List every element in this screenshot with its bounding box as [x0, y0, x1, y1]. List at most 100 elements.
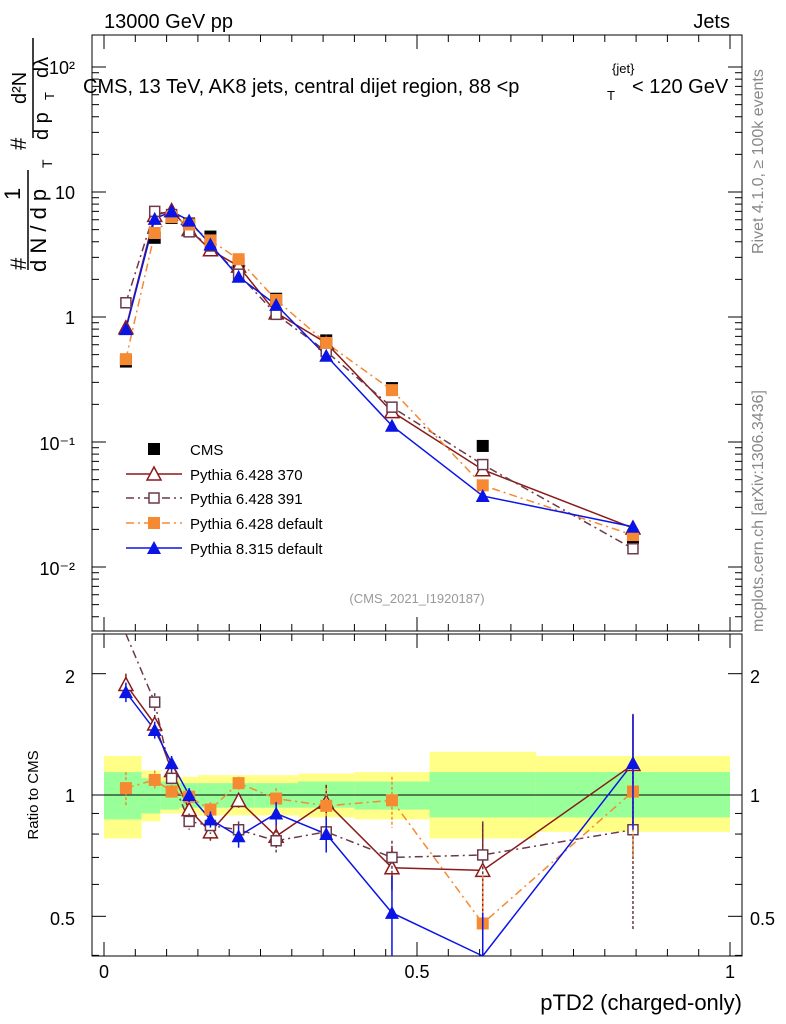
legend-symbol-cms — [148, 443, 160, 455]
main-point-p8def — [118, 322, 133, 336]
main-yaxis-ticks — [92, 66, 742, 618]
legend: CMS Pythia 6.428 370 Pythia 6.428 391 Py… — [126, 442, 323, 558]
cms-data-point — [476, 439, 489, 452]
ratio-point-p8def — [319, 827, 334, 841]
ratio-point-p391 — [148, 696, 161, 708]
ratio-point-p391 — [270, 834, 282, 847]
xtick-label-0: 0 — [99, 962, 109, 982]
ylabel-frac-den-sub: T — [39, 159, 55, 168]
legend-symbol-pythia6-default — [126, 517, 182, 529]
legend-label-cms: CMS — [190, 442, 223, 459]
legend-symbol-pythia8-default — [126, 541, 182, 554]
ratio-point-p6def — [165, 785, 178, 798]
main-ytick-label-1e2: 10² — [49, 58, 75, 78]
legend-marker-p370 — [145, 465, 163, 481]
main-ytick-label-1e-1: 10⁻¹ — [39, 434, 75, 454]
legend-marker-cms — [148, 443, 160, 455]
ratio-ytick-label-2: 2 — [65, 667, 75, 687]
ratio-plot-series — [117, 633, 642, 957]
ratio-point-p8def — [384, 905, 399, 919]
ratio-line-p391 — [125, 633, 634, 859]
main-point-p6def — [119, 353, 132, 366]
ratio-ytick-label-right-1: 1 — [750, 786, 760, 806]
main-point-p6def — [232, 253, 245, 266]
main-point-p391 — [386, 401, 398, 413]
header-right: Jets — [693, 11, 730, 33]
main-point-p8def — [231, 269, 246, 283]
main-yaxis-ticklabels: 10⁻² 10⁻¹ 1 10 10² — [39, 58, 75, 579]
main-plot-series — [117, 202, 642, 555]
main-point-p8def — [182, 213, 197, 227]
cms-band-green — [141, 778, 161, 814]
ratio-point-p8def — [203, 812, 218, 826]
ratio-yaxis-ticklabels: 0.5 1 2 0.5 1 2 — [50, 667, 775, 929]
main-title: CMS, 13 TeV, AK8 jets, central dijet reg… — [83, 61, 729, 103]
main-point-p6def — [320, 336, 333, 349]
ratio-point-p6def — [270, 792, 283, 805]
main-point-p8def — [147, 211, 162, 225]
analysis-id: (CMS_2021_I1920187) — [349, 591, 484, 606]
ratio-point-p6def — [204, 803, 217, 816]
ratio-point-p6def — [119, 782, 132, 795]
legend-label-pythia6-370: Pythia 6.428 370 — [190, 467, 303, 484]
main-ylabel: # 1 d N / d p T # d²N d p T dλ — [0, 38, 57, 272]
ratio-point-p391 — [386, 851, 398, 864]
xaxis-label: pTD2 (charged-only) — [540, 990, 742, 1015]
main-point-p8def — [203, 237, 218, 251]
legend-marker-p391 — [148, 492, 160, 504]
ratio-point-p370 — [202, 823, 219, 839]
title-sup: {jet} — [612, 61, 635, 76]
ratio-point-p6def — [232, 777, 245, 790]
main-point-p391 — [120, 297, 132, 309]
title-end: < 120 GeV — [632, 76, 729, 98]
ratio-ytick-label-0.5: 0.5 — [50, 909, 75, 929]
ratio-point-p8def — [164, 756, 179, 770]
main-ytick-label-1: 1 — [65, 308, 75, 328]
main-point-p8def — [164, 204, 179, 218]
header-left: 13000 GeV pp — [104, 11, 233, 33]
main-point-p8def — [269, 297, 284, 311]
ylabel-hash: # — [6, 257, 31, 270]
ratio-point-p6def — [385, 794, 398, 807]
ratio-point-p391 — [183, 815, 195, 828]
ylabel-d2n: d²N — [9, 72, 31, 104]
legend-symbol-pythia6-391 — [126, 492, 182, 504]
main-point-p6def — [148, 226, 161, 239]
main-ytick-label-10: 10 — [55, 183, 75, 203]
ratio-point-p8def — [625, 756, 640, 770]
main-point-p8def — [475, 488, 490, 502]
ratio-point-p370 — [230, 791, 247, 808]
title-sub: T — [607, 88, 615, 103]
ratio-ylabel: Ratio to CMS — [25, 750, 42, 839]
ylabel-frac-num: 1 — [0, 188, 25, 200]
ylabel-dpt-sub: T — [42, 92, 57, 100]
cms-band-green — [104, 772, 142, 820]
ratio-point-p8def — [269, 806, 284, 820]
ratio-point-p8def — [182, 788, 197, 801]
ratio-point-p391 — [476, 849, 489, 861]
ratio-ytick-label-1: 1 — [65, 786, 75, 806]
ratio-point-p8def — [147, 722, 162, 736]
side-rivet-text: Rivet 4.1.0, ≥ 100k events — [750, 69, 767, 254]
legend-marker-p8def — [147, 541, 161, 554]
legend-symbol-pythia6-370 — [126, 465, 182, 481]
main-point-p8def — [625, 519, 640, 533]
ratio-point-p8def — [118, 685, 133, 699]
title-text: CMS, 13 TeV, AK8 jets, central dijet reg… — [83, 76, 519, 98]
ratio-point-p391 — [165, 772, 178, 785]
main-point-p8def — [384, 418, 399, 432]
ylabel-dlambda: dλ — [31, 57, 53, 78]
legend-marker-p6def — [148, 517, 160, 529]
main-point-p6def — [385, 384, 398, 397]
legend-label-pythia6-default: Pythia 6.428 default — [190, 516, 323, 533]
xaxis-ticks — [103, 35, 731, 956]
ratio-point-p8def — [231, 829, 246, 843]
ratio-point-p6def — [148, 773, 161, 786]
xtick-label-0.5: 0.5 — [404, 962, 429, 982]
ratio-ytick-label-right-2: 2 — [750, 667, 760, 687]
main-point-p8def — [319, 348, 334, 362]
main-point-p391 — [627, 542, 639, 555]
ratio-yaxis-ticks — [92, 673, 742, 956]
ratio-ytick-label-right-0.5: 0.5 — [750, 909, 775, 929]
